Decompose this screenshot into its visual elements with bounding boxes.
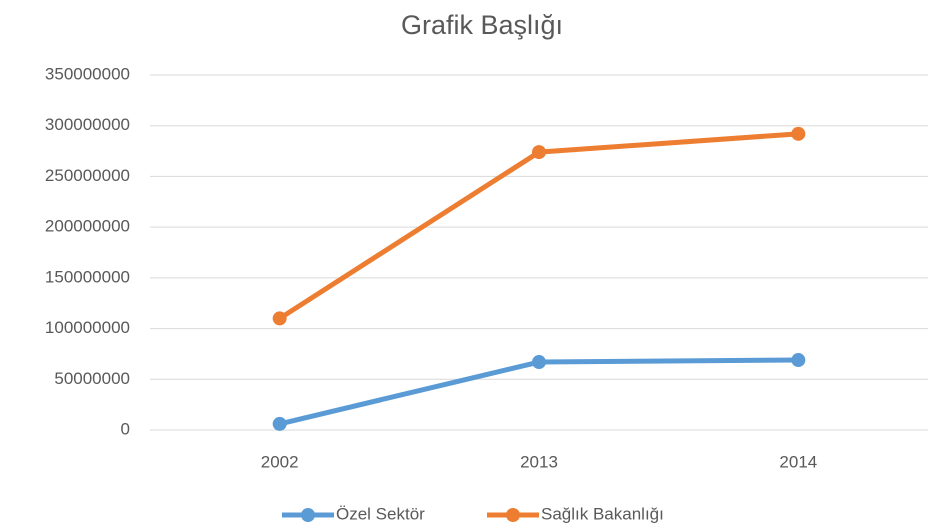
series-marker (791, 126, 806, 141)
series-marker (272, 416, 287, 431)
y-tick-label: 150000000 (45, 267, 130, 286)
legend-label: Sağlık Bakanlığı (541, 504, 664, 523)
y-tick-label: 100000000 (45, 318, 130, 337)
legend-marker (506, 508, 520, 522)
y-tick-label: 350000000 (45, 64, 130, 83)
series-line (278, 131, 799, 321)
series-marker (532, 145, 546, 160)
x-tick-label: 2013 (520, 452, 558, 471)
x-tick-label: 2002 (261, 452, 299, 471)
y-tick-label: 300000000 (45, 115, 130, 134)
y-tick-label: 200000000 (45, 217, 130, 236)
x-tick-label: 2014 (779, 452, 817, 471)
y-tick-label: 0 (121, 419, 130, 438)
y-tick-label: 50000000 (54, 369, 130, 388)
series-marker (532, 355, 546, 370)
series-line (279, 357, 799, 427)
y-tick-label: 250000000 (45, 166, 130, 185)
chart-title: Grafik Başlığı (401, 10, 563, 40)
series-marker (272, 311, 287, 326)
legend-marker (301, 508, 315, 522)
legend-label: Özel Sektör (336, 504, 425, 523)
series-marker (791, 353, 806, 368)
